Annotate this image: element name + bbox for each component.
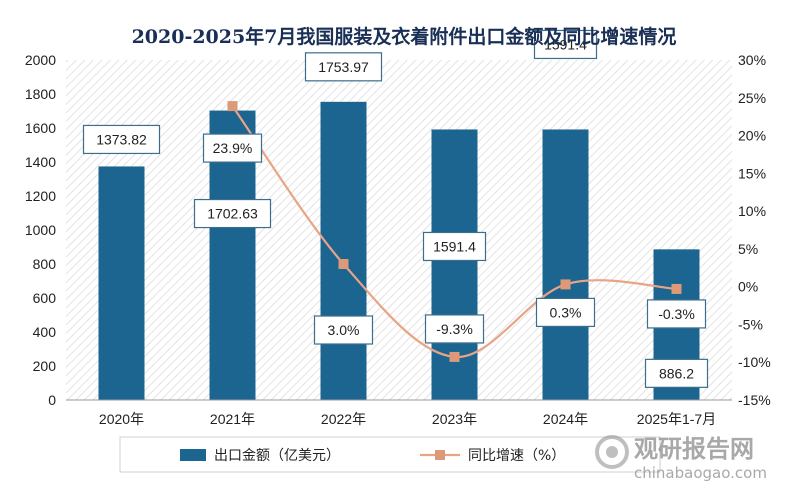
legend-box: [119, 436, 661, 473]
line-marker-1: [227, 101, 238, 112]
x-tick-label: 2024年: [543, 411, 588, 427]
y-right-tick-label: 0%: [738, 279, 758, 295]
y-right-tick-label: 20%: [738, 128, 766, 144]
line-marker-5: [671, 283, 682, 294]
bar-value-label-1-box: [193, 198, 272, 229]
y-left-tick-label: 800: [33, 256, 57, 272]
y-right-tick-label: 10%: [738, 203, 766, 219]
plot-area: [66, 60, 732, 400]
bar-value-label-1: 1702.63: [193, 198, 272, 229]
growth-value-label-4-text: 0.3%: [550, 304, 582, 320]
bar-value-label-2-box: [304, 52, 383, 82]
bar-value-label-2: 1753.97: [304, 52, 383, 82]
bar-4: [542, 129, 589, 400]
y-left-tick-label: 200: [33, 358, 57, 374]
growth-value-label-3-text: -9.3%: [436, 321, 473, 337]
growth-value-label-3-box: [424, 314, 485, 344]
legend-bar-label: 出口金额（亿美元）: [214, 448, 340, 464]
growth-value-label-2-box: [313, 315, 374, 345]
legend-bar-swatch: [180, 449, 206, 461]
growth-value-label-5-box: [646, 299, 707, 329]
bar-value-label-0-text: 1373.82: [96, 131, 147, 147]
watermark-logo-dot: [606, 446, 618, 458]
bar-value-label-3: 1591.4: [422, 231, 487, 262]
y-right-tick-label: -5%: [738, 316, 763, 332]
legend-line-label: 同比增速（%）: [468, 448, 565, 464]
y-left-tick-label: 2000: [25, 52, 56, 68]
bar-value-label-2-text: 1753.97: [318, 59, 369, 75]
growth-value-label-1-box: [202, 133, 263, 163]
watermark-logo-ring: [595, 435, 629, 469]
y-left-tick-label: 1000: [25, 222, 56, 238]
bar-value-label-4-box: [533, 29, 598, 60]
growth-value-label-2: 3.0%: [313, 315, 374, 345]
y-left-tick-label: 400: [33, 324, 57, 340]
bar-value-label-5: 886.2: [644, 358, 709, 388]
watermark-brand: 观研报告网: [634, 435, 754, 463]
bar-value-label-4: 1591.4: [533, 29, 598, 60]
y-left-tick-label: 0: [48, 392, 56, 408]
y-right-tick-label: -10%: [738, 354, 771, 370]
line-marker-2: [338, 259, 349, 269]
bar-value-label-3-text: 1591.4: [433, 238, 476, 254]
bar-value-label-1-text: 1702.63: [207, 206, 258, 222]
legend-line-marker: [435, 450, 445, 460]
x-tick-label: 2020年: [99, 411, 144, 427]
bar-0: [98, 166, 145, 400]
y-left-tick-label: 1800: [25, 86, 56, 102]
chart-title: 2020-2025年7月我国服装及衣着附件出口金额及同比增速情况: [132, 25, 677, 48]
y-left-tick-label: 1600: [25, 120, 56, 136]
y-right-tick-label: -15%: [738, 392, 771, 408]
growth-value-label-2-text: 3.0%: [328, 322, 360, 338]
bar-value-label-4-text: 1591.4: [544, 36, 587, 52]
growth-value-label-4-box: [535, 297, 596, 327]
line-marker-4: [560, 279, 571, 290]
bar-value-label-3-box: [422, 231, 487, 262]
bar-value-label-5-text: 886.2: [659, 365, 694, 381]
growth-value-label-5: -0.3%: [646, 299, 707, 329]
line-marker-3: [449, 351, 460, 362]
growth-value-label-1: 23.9%: [202, 133, 263, 163]
watermark-logo-icon: [595, 435, 629, 469]
y-left-tick-label: 1400: [25, 154, 56, 170]
x-tick-label: 2025年1-7月: [637, 411, 716, 427]
growth-value-label-4: 0.3%: [535, 297, 596, 327]
y-right-tick-label: 5%: [738, 241, 758, 257]
bar-value-label-0: 1373.82: [82, 124, 161, 155]
x-tick-label: 2021年: [210, 411, 255, 427]
y-left-tick-label: 1200: [25, 188, 56, 204]
bar-value-label-0-box: [82, 124, 161, 155]
y-left-tick-label: 600: [33, 290, 57, 306]
bar-2: [320, 101, 367, 400]
y-right-tick-label: 15%: [738, 165, 766, 181]
growth-value-label-3: -9.3%: [424, 314, 485, 344]
growth-value-label-1-text: 23.9%: [213, 140, 253, 156]
x-tick-label: 2022年: [321, 411, 366, 427]
y-right-tick-label: 25%: [738, 90, 766, 106]
growth-value-label-5-text: -0.3%: [658, 306, 695, 322]
bar-value-label-5-box: [644, 358, 709, 388]
y-right-tick-label: 30%: [738, 52, 766, 68]
x-tick-label: 2023年: [432, 411, 477, 427]
watermark-url: chinabaogao.com: [634, 464, 767, 482]
